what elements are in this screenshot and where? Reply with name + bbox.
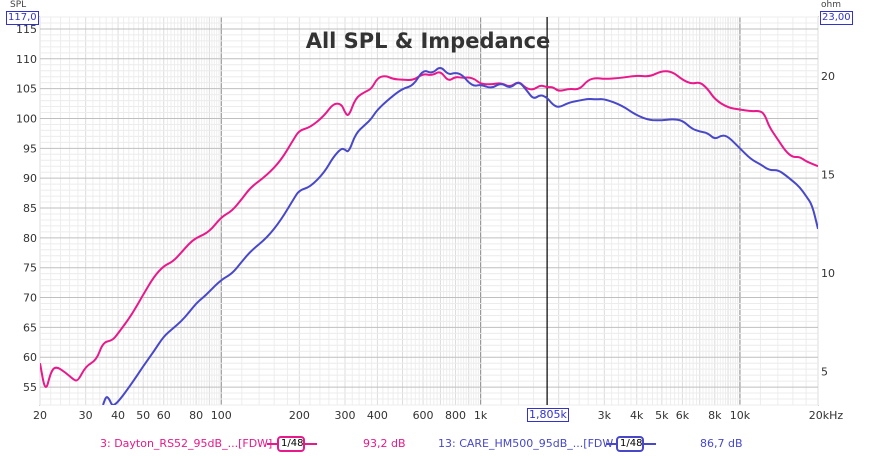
y-tick-label: 55 (23, 381, 37, 394)
legend-series-1: 3: Dayton_RS52_95dB_...[FDW] (100, 437, 272, 450)
y-tick-label: 100 (16, 112, 37, 125)
y2-tick-label: 10 (821, 267, 835, 280)
legend-series-2-smoothing[interactable]: 1/48 (606, 436, 656, 456)
legend-series-2: 13: CARE_HM500_95dB_...[FDW (438, 437, 613, 450)
x-tick-label: 80 (189, 409, 203, 422)
y-tick-label: 115 (16, 23, 37, 36)
legend-series-1-value: 93,2 dB (363, 437, 406, 450)
y-tick-label: 90 (23, 172, 37, 185)
x-tick-label: 5k (655, 409, 669, 422)
y-tick-label: 85 (23, 202, 37, 215)
y-tick-label: 60 (23, 351, 37, 364)
y-tick-label: 95 (23, 142, 37, 155)
x-tick-label: 3k (598, 409, 612, 422)
y-tick-label: 65 (23, 321, 37, 334)
legend-series-2-value: 86,7 dB (700, 437, 743, 450)
left-axis-label: SPL (10, 0, 27, 10)
series-line-2 (102, 67, 818, 405)
y-tick-label: 80 (23, 232, 37, 245)
x-tick-label: 800 (445, 409, 466, 422)
x-tick-label: 60 (157, 409, 171, 422)
legend-series-2-label: 13: CARE_HM500_95dB_...[FDW (438, 437, 614, 450)
x-tick-label: 100 (211, 409, 232, 422)
y-tick-label: 70 (23, 292, 37, 305)
x-tick-label: 10k (730, 409, 751, 422)
x-tick-label: 50 (136, 409, 150, 422)
left-axis-top-box: 117,0 (6, 11, 39, 25)
curves (40, 67, 818, 405)
legend-series-1-label: 3: Dayton_RS52_95dB_...[FDW] (100, 437, 273, 450)
y2-tick-label: 20 (821, 70, 835, 83)
axis-labels: 55 60 65 70 75 80 85 90 95 100 105 110 115 5 10 15 20 20 3… (16, 23, 843, 422)
chart-title: All SPL & Impedance (306, 29, 551, 53)
y-tick-label: 110 (16, 53, 37, 66)
x-tick-label: 1k (474, 409, 488, 422)
right-axis-label: ohm (821, 0, 841, 10)
x-tick-label: 400 (367, 409, 388, 422)
x-tick-label: 30 (79, 409, 93, 422)
legend-series-1-swatch (267, 436, 317, 452)
legend-series-2-smoothing-text: 1/48 (620, 438, 643, 449)
legend-series-1-smoothing-text: 1/48 (281, 438, 304, 449)
x-tick-label: 6k (676, 409, 690, 422)
x-tick-label: 8k (708, 409, 722, 422)
y2-tick-label: 15 (821, 169, 835, 182)
y2-tick-label: 5 (821, 366, 828, 379)
right-axis-top-box: 23,00 (820, 11, 853, 25)
legend-series-2-swatch (606, 436, 656, 452)
x-tick-label: 20kHz (809, 409, 844, 422)
legend-series-1-smoothing[interactable]: 1/48 (267, 436, 317, 456)
y-tick-label: 105 (16, 83, 37, 96)
y-tick-label: 75 (23, 262, 37, 275)
x-tick-label: 200 (289, 409, 310, 422)
series-line-1 (40, 70, 818, 388)
x-tick-label: 4k (630, 409, 644, 422)
x-tick-label: 300 (334, 409, 355, 422)
x-tick-label: 40 (111, 409, 125, 422)
x-tick-label: 20 (33, 409, 47, 422)
cursor-frequency-box[interactable]: 1,805k (527, 408, 569, 422)
x-tick-label: 600 (413, 409, 434, 422)
